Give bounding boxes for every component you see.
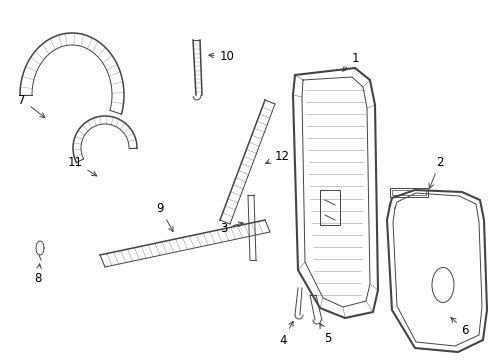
Text: 2: 2: [428, 156, 443, 188]
Text: 11: 11: [67, 156, 97, 176]
Text: 8: 8: [34, 264, 41, 284]
Bar: [319, 190, 339, 225]
Text: 5: 5: [319, 323, 331, 345]
Text: 1: 1: [342, 51, 358, 71]
Ellipse shape: [431, 267, 453, 302]
Bar: [389, 188, 427, 197]
Text: 10: 10: [208, 50, 234, 63]
Text: 9: 9: [156, 202, 173, 231]
Text: 12: 12: [265, 149, 289, 164]
Text: 4: 4: [279, 321, 292, 346]
Text: 6: 6: [450, 318, 468, 337]
Text: 3: 3: [220, 221, 243, 234]
Bar: [391, 190, 425, 195]
Text: 7: 7: [18, 94, 45, 118]
